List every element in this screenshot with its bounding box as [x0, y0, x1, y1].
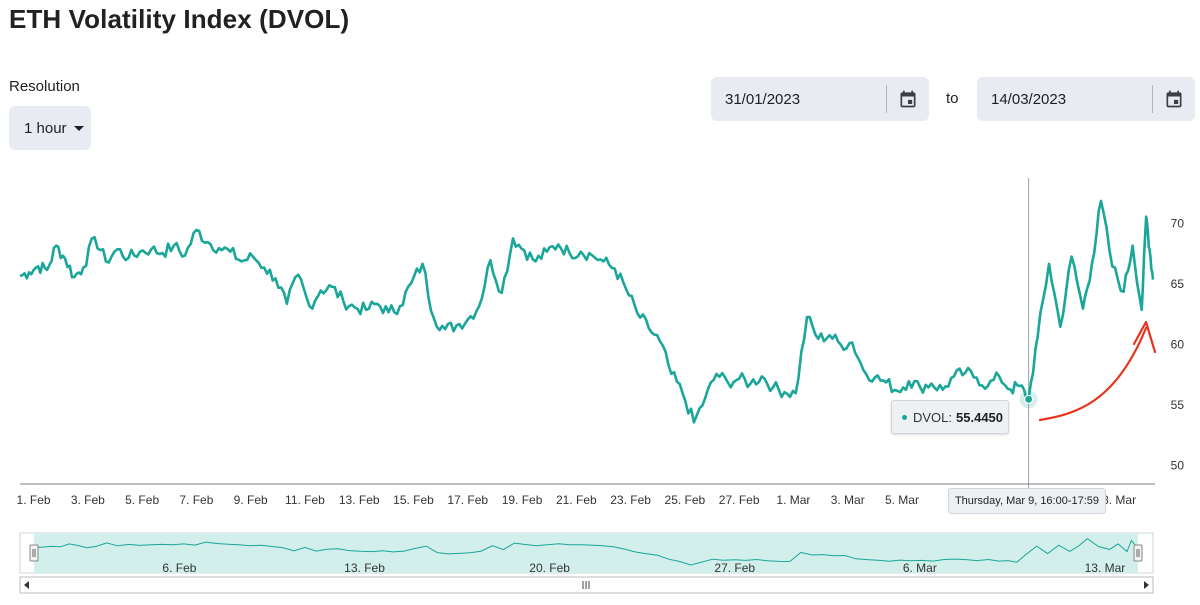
y-tick-label: 50 [1171, 459, 1185, 473]
x-tick-label: 9. Feb [234, 493, 268, 507]
navigator-handle[interactable] [1133, 544, 1143, 562]
resolution-label: Resolution [9, 78, 80, 95]
x-tick-label: 1. Mar [776, 493, 810, 507]
annotation-arrow-head [1132, 320, 1157, 354]
annotation-arrow-shaft [1038, 326, 1148, 422]
navigator-tick-label: 27. Feb [714, 561, 755, 575]
navigator-tick-label: 13. Feb [344, 561, 385, 575]
navigator-tick-label: 6. Mar [903, 561, 937, 575]
page-title: ETH Volatility Index (DVOL) [9, 4, 350, 34]
navigator-tick-label: 20. Feb [529, 561, 570, 575]
navigator-tick-label: 13. Mar [1085, 561, 1126, 575]
hover-point [1024, 394, 1034, 404]
y-tick-label: 65 [1171, 277, 1185, 291]
navigator-series-line [33, 537, 1139, 566]
chart-tooltip: DVOL: 55.4450 [891, 400, 1009, 434]
navigator-selection[interactable] [34, 533, 1138, 573]
x-tick-label: 17. Feb [447, 493, 488, 507]
x-tick-label: 21. Feb [556, 493, 597, 507]
calendar-icon[interactable] [1153, 77, 1195, 121]
scroll-right-icon[interactable] [1144, 581, 1149, 589]
x-tick-label: 3. Feb [71, 493, 105, 507]
start-date-field[interactable]: 31/01/2023 [711, 77, 929, 121]
field-divider [886, 85, 887, 113]
dvol-series-line[interactable] [19, 199, 1155, 424]
tooltip-value: 55.4450 [956, 409, 1004, 425]
x-tick-label: 13. Feb [339, 493, 380, 507]
x-tick-label: 11. Feb [285, 493, 325, 507]
y-tick-label: 70 [1171, 217, 1185, 231]
tooltip-label: DVOL: [913, 409, 953, 425]
x-tick-label: 3. Mar [1102, 493, 1136, 507]
series-dot-icon [902, 414, 907, 420]
caret-down-icon [73, 125, 84, 131]
x-tick-label: 7. Feb [179, 493, 213, 507]
calendar-icon[interactable] [887, 77, 929, 121]
navigator-handle[interactable] [29, 544, 39, 562]
x-tick-label: 19. Feb [502, 493, 543, 507]
resolution-value: 1 hour [24, 119, 67, 137]
navigator-tick-label: 6. Feb [162, 561, 196, 575]
x-tick-label: 5. Feb [125, 493, 159, 507]
y-tick-label: 60 [1171, 338, 1185, 352]
x-tick-label: 15. Feb [393, 493, 434, 507]
end-date-field[interactable]: 14/03/2023 [977, 77, 1195, 121]
x-tick-label: 23. Feb [610, 493, 651, 507]
x-tick-label: 25. Feb [665, 493, 706, 507]
y-tick-label: 55 [1171, 398, 1185, 412]
x-tick-label: 3. Mar [831, 493, 865, 507]
field-divider [1152, 85, 1153, 113]
crosshair-time-label: Thursday, Mar 9, 16:00-17:59 [948, 488, 1106, 514]
x-tick-label: 1. Feb [17, 493, 51, 507]
to-label: to [946, 90, 959, 107]
end-date-value: 14/03/2023 [991, 90, 1067, 108]
resolution-dropdown[interactable]: 1 hour [9, 106, 91, 150]
x-tick-label: 5. Mar [885, 493, 919, 507]
scroll-left-icon[interactable] [24, 581, 29, 589]
start-date-value: 31/01/2023 [725, 90, 801, 108]
x-tick-label: 27. Feb [719, 493, 760, 507]
